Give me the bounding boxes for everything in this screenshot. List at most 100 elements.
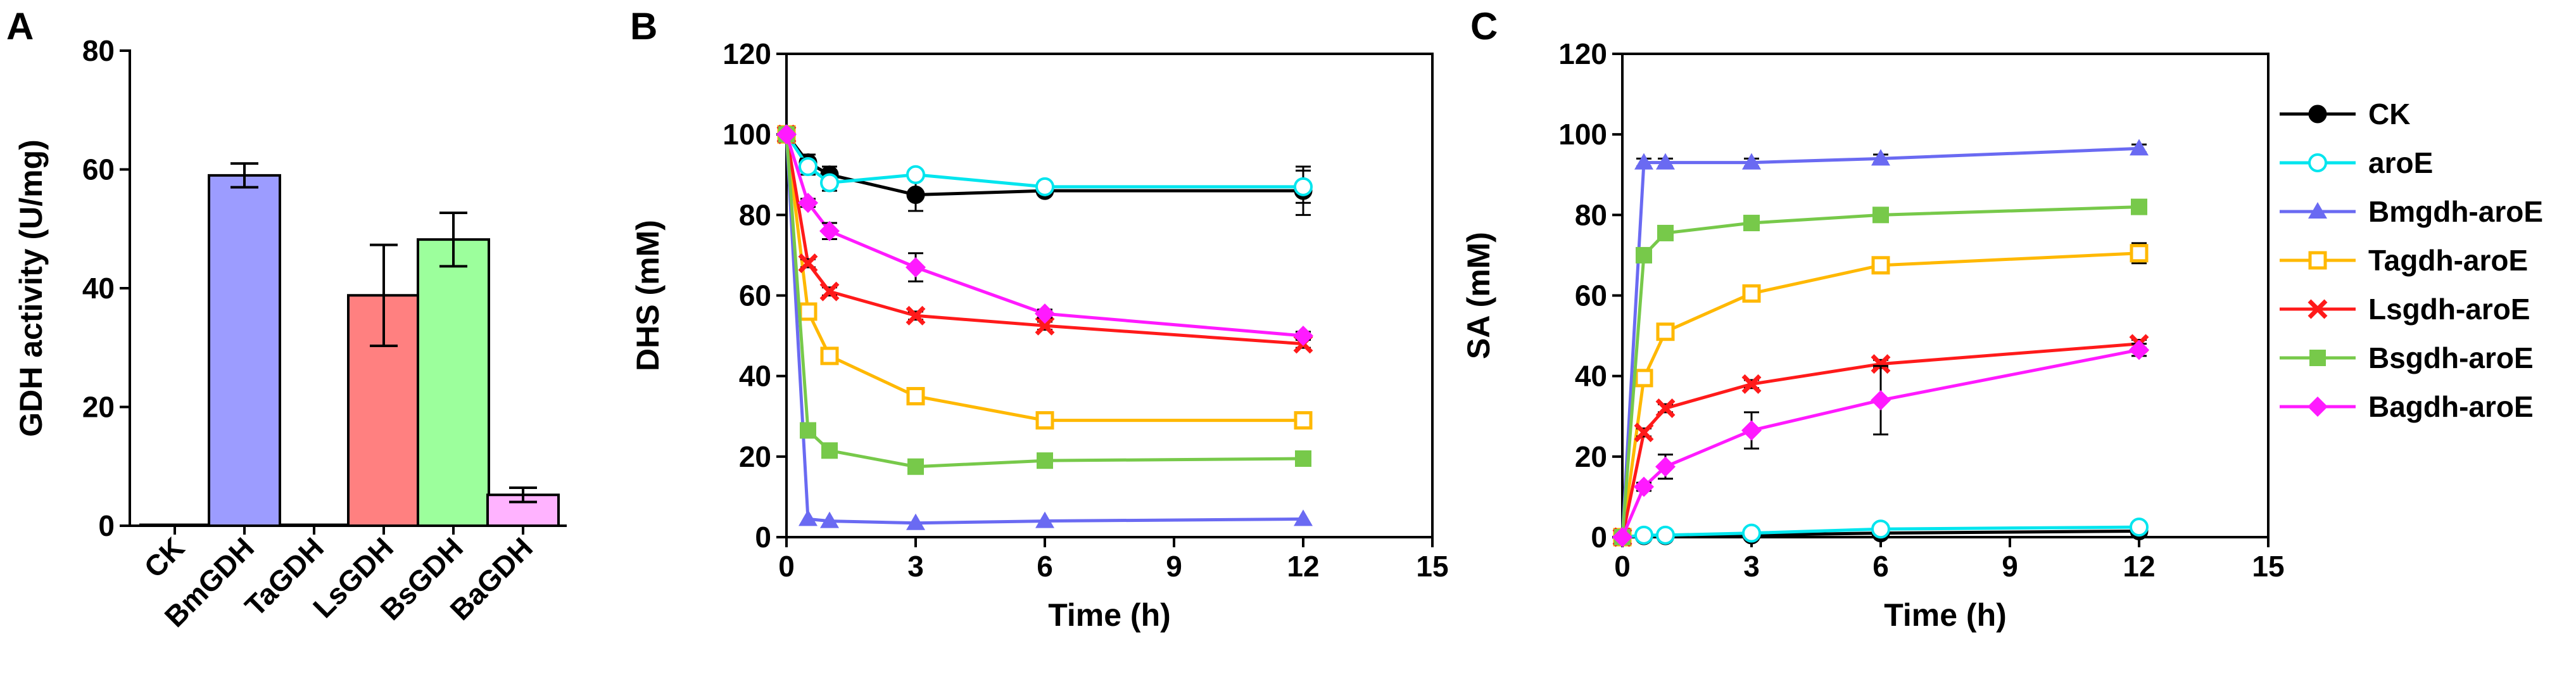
chart-c-point-bagdh-aroe — [1871, 390, 1891, 410]
chart-a-error-bar-bagdh — [509, 486, 537, 504]
chart-c-line-bmgdh-aroe — [1620, 146, 2140, 538]
chart-b-point-bagdh-aroe — [819, 220, 840, 241]
chart-a-y-tick-label: 80 — [82, 34, 115, 67]
chart-b-point-bsgdh-aroe — [907, 458, 924, 475]
chart-b-point-aroe — [1294, 177, 1313, 196]
legend-label: aroE — [2368, 146, 2433, 179]
chart-c-point-bmgdh-aroe — [1634, 153, 1653, 170]
chart-b-series-bagdh-aroe — [776, 124, 1313, 346]
legend-label: Lsgdh-aroE — [2368, 293, 2530, 326]
chart-b-dhs: 0 20 40 60 80 100 120 0 3 6 9 12 15 Time (h) DHS (mM) — [630, 37, 1449, 633]
legend-marker-bmgdh-aroe — [2308, 202, 2327, 219]
chart-c-point-aroe — [1656, 525, 1675, 545]
chart-c-point-tagdh-aroe — [1742, 284, 1761, 303]
chart-c-point-bsgdh-aroe — [1636, 246, 1652, 264]
chart-b-point-bmgdh-aroe — [799, 509, 818, 526]
chart-b-y-tick-label: 60 — [739, 279, 771, 312]
chart-b-point-tagdh-aroe — [1294, 411, 1313, 430]
panel-letter-b: B — [630, 5, 657, 48]
chart-b-line-tagdh-aroe — [785, 134, 1303, 422]
chart-c-x-tick-label: 0 — [1614, 550, 1631, 583]
chart-c-x-tick-label: 12 — [2123, 550, 2155, 583]
legend-marker-tagdh-aroe — [2308, 251, 2327, 270]
chart-b-point-aroe — [799, 157, 818, 177]
chart-b-line-bsgdh-aroe — [785, 134, 1304, 469]
chart-c-y-tick-label: 120 — [1558, 37, 1607, 70]
chart-b-series-ck — [777, 125, 1313, 216]
legend-item-ck: CK — [2280, 98, 2410, 130]
chart-b-x-tick-label: 6 — [1037, 550, 1053, 583]
chart-c-point-lsgdh-aroe — [1741, 374, 1762, 394]
legend-item-tagdh-aroe: Tagdh-aroE — [2280, 244, 2528, 277]
chart-b-point-bagdh-aroe — [798, 193, 818, 213]
chart-b-point-tagdh-aroe — [906, 386, 925, 405]
chart-a-y-axis-title: GDH activity (U/mg) — [13, 139, 49, 437]
chart-c-point-aroe — [1742, 523, 1761, 543]
panel-letter-a: A — [6, 5, 34, 48]
chart-c-point-tagdh-aroe — [1656, 322, 1675, 341]
chart-c-point-bagdh-aroe — [1634, 476, 1654, 497]
chart-c-point-lsgdh-aroe — [1655, 398, 1676, 419]
chart-c-point-bmgdh-aroe — [1871, 149, 1890, 166]
chart-c-point-bagdh-aroe — [2129, 340, 2149, 360]
chart-b-point-bsgdh-aroe — [821, 442, 838, 459]
chart-c-line-tagdh-aroe — [1620, 251, 2140, 538]
chart-c-y-axis-title: SA (mM) — [1461, 232, 1496, 359]
legend-marker-aroe — [2308, 153, 2327, 172]
chart-c-point-bmgdh-aroe — [2130, 139, 2149, 156]
chart-b-point-ck — [906, 186, 925, 205]
chart-b-point-lsgdh-aroe — [906, 305, 926, 326]
chart-c-point-bagdh-aroe — [1612, 527, 1632, 547]
chart-c-line-bagdh-aroe — [1620, 348, 2140, 538]
legend-label: Bmgdh-aroE — [2368, 195, 2543, 228]
chart-b-point-lsgdh-aroe — [1035, 315, 1055, 336]
chart-b-y-tick-label: 80 — [739, 198, 771, 231]
chart-c-point-bsgdh-aroe — [1743, 215, 1760, 232]
chart-c-y-tick-label: 20 — [1575, 440, 1607, 473]
chart-b-point-lsgdh-aroe — [819, 281, 840, 302]
chart-b-point-bsgdh-aroe — [1037, 452, 1053, 469]
chart-b-y-tick-label: 100 — [723, 118, 771, 151]
chart-c-y-tick-label: 100 — [1558, 118, 1607, 151]
chart-c-point-tagdh-aroe — [1634, 369, 1653, 388]
chart-c-point-bsgdh-aroe — [1872, 206, 1889, 224]
legend-marker-bsgdh-aroe — [2309, 350, 2326, 366]
chart-b-point-aroe — [1035, 177, 1054, 196]
legend-item-bmgdh-aroe: Bmgdh-aroE — [2280, 195, 2543, 228]
legend-marker-bagdh-aroe — [2308, 397, 2328, 417]
chart-c-point-lsgdh-aroe — [1871, 354, 1891, 374]
chart-b-x-tick-label: 9 — [1166, 550, 1182, 583]
chart-c-y-tick-label: 60 — [1575, 279, 1607, 312]
legend-item-bagdh-aroe: Bagdh-aroE — [2280, 390, 2534, 423]
chart-b-point-aroe — [906, 165, 925, 184]
chart-c-x-tick-label: 15 — [2252, 550, 2284, 583]
chart-b-series-tagdh-aroe — [777, 125, 1313, 430]
chart-b-point-tagdh-aroe — [799, 302, 818, 321]
chart-c-point-bagdh-aroe — [1655, 456, 1676, 477]
chart-b-point-bmgdh-aroe — [820, 511, 839, 528]
chart-c-y-tick-label: 40 — [1575, 360, 1607, 393]
chart-b-line-bagdh-aroe — [785, 134, 1304, 338]
chart-b-x-axis-title: Time (h) — [1048, 597, 1171, 633]
chart-b-plot-frame — [785, 53, 1434, 538]
chart-c-sa: 0 20 40 60 80 100 120 0 3 6 9 12 15 Time (h) SA (mM) — [1461, 37, 2285, 633]
chart-c-x-tick-label: 3 — [1743, 550, 1760, 583]
chart-b-x-tick-label: 3 — [907, 550, 924, 583]
legend-label: Bagdh-aroE — [2368, 390, 2534, 423]
chart-c-plot-frame — [1621, 53, 2270, 538]
chart-b-y-tick-label: 20 — [739, 440, 771, 473]
chart-a-y-tick-label: 60 — [82, 153, 115, 186]
chart-a-bar-bmgdh — [208, 174, 281, 527]
legend-item-aroe: aroE — [2280, 146, 2433, 179]
chart-b-point-bagdh-aroe — [1293, 326, 1313, 346]
legend-item-bsgdh-aroe: Bsgdh-aroE — [2280, 341, 2534, 374]
legend-marker-lsgdh-aroe — [2308, 299, 2328, 319]
chart-b-point-bagdh-aroe — [906, 257, 926, 277]
panel-letter-c: C — [1470, 5, 1498, 48]
chart-c-point-bmgdh-aroe — [1656, 153, 1675, 170]
chart-c-point-bagdh-aroe — [1741, 420, 1762, 441]
chart-a-y-tick-label: 0 — [98, 509, 115, 542]
chart-b-point-aroe — [820, 173, 839, 193]
chart-c-x-axis-title: Time (h) — [1884, 597, 2007, 633]
